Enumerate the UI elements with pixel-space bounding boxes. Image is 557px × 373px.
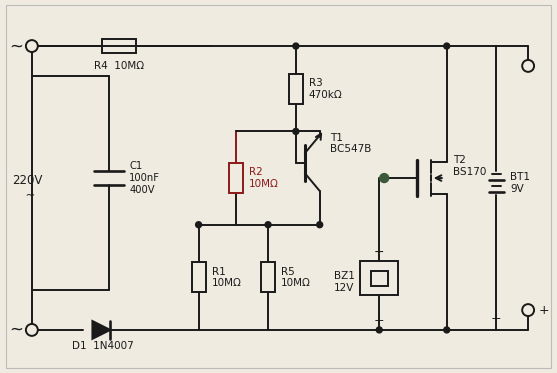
Text: −: − — [374, 246, 384, 259]
Text: R3
470kΩ: R3 470kΩ — [309, 78, 343, 100]
Bar — [102, 39, 136, 53]
Circle shape — [380, 173, 389, 182]
Text: T2
BS170: T2 BS170 — [453, 155, 486, 177]
Circle shape — [377, 327, 382, 333]
Polygon shape — [92, 321, 110, 339]
Text: BZ1
12V: BZ1 12V — [334, 272, 354, 293]
Text: D1  1N4007: D1 1N4007 — [72, 341, 134, 351]
Bar — [289, 74, 303, 104]
Circle shape — [293, 128, 299, 134]
Text: R2
10MΩ: R2 10MΩ — [249, 167, 279, 189]
Text: T1
BC547B: T1 BC547B — [330, 132, 371, 154]
Text: 220V
  ~: 220V ~ — [12, 174, 42, 202]
Text: BT1
9V: BT1 9V — [510, 172, 530, 194]
Text: +: + — [539, 304, 550, 317]
Circle shape — [265, 222, 271, 228]
Circle shape — [26, 324, 38, 336]
Circle shape — [444, 327, 449, 333]
Bar — [360, 261, 398, 295]
Text: ~: ~ — [9, 37, 23, 55]
Circle shape — [26, 40, 38, 52]
Circle shape — [522, 304, 534, 316]
Text: +: + — [374, 314, 384, 327]
Bar — [261, 263, 275, 292]
Bar — [192, 263, 206, 292]
Circle shape — [317, 222, 323, 228]
Text: C1
100nF
400V: C1 100nF 400V — [129, 162, 160, 195]
Bar — [229, 163, 243, 193]
Text: R5
10MΩ: R5 10MΩ — [281, 267, 311, 288]
Circle shape — [522, 60, 534, 72]
Circle shape — [444, 43, 449, 49]
Circle shape — [293, 43, 299, 49]
Text: R1
10MΩ: R1 10MΩ — [212, 267, 241, 288]
Circle shape — [196, 222, 202, 228]
Text: +: + — [491, 311, 502, 325]
Text: ~: ~ — [9, 321, 23, 339]
Bar — [371, 271, 388, 286]
Text: R4  10MΩ: R4 10MΩ — [94, 61, 144, 71]
